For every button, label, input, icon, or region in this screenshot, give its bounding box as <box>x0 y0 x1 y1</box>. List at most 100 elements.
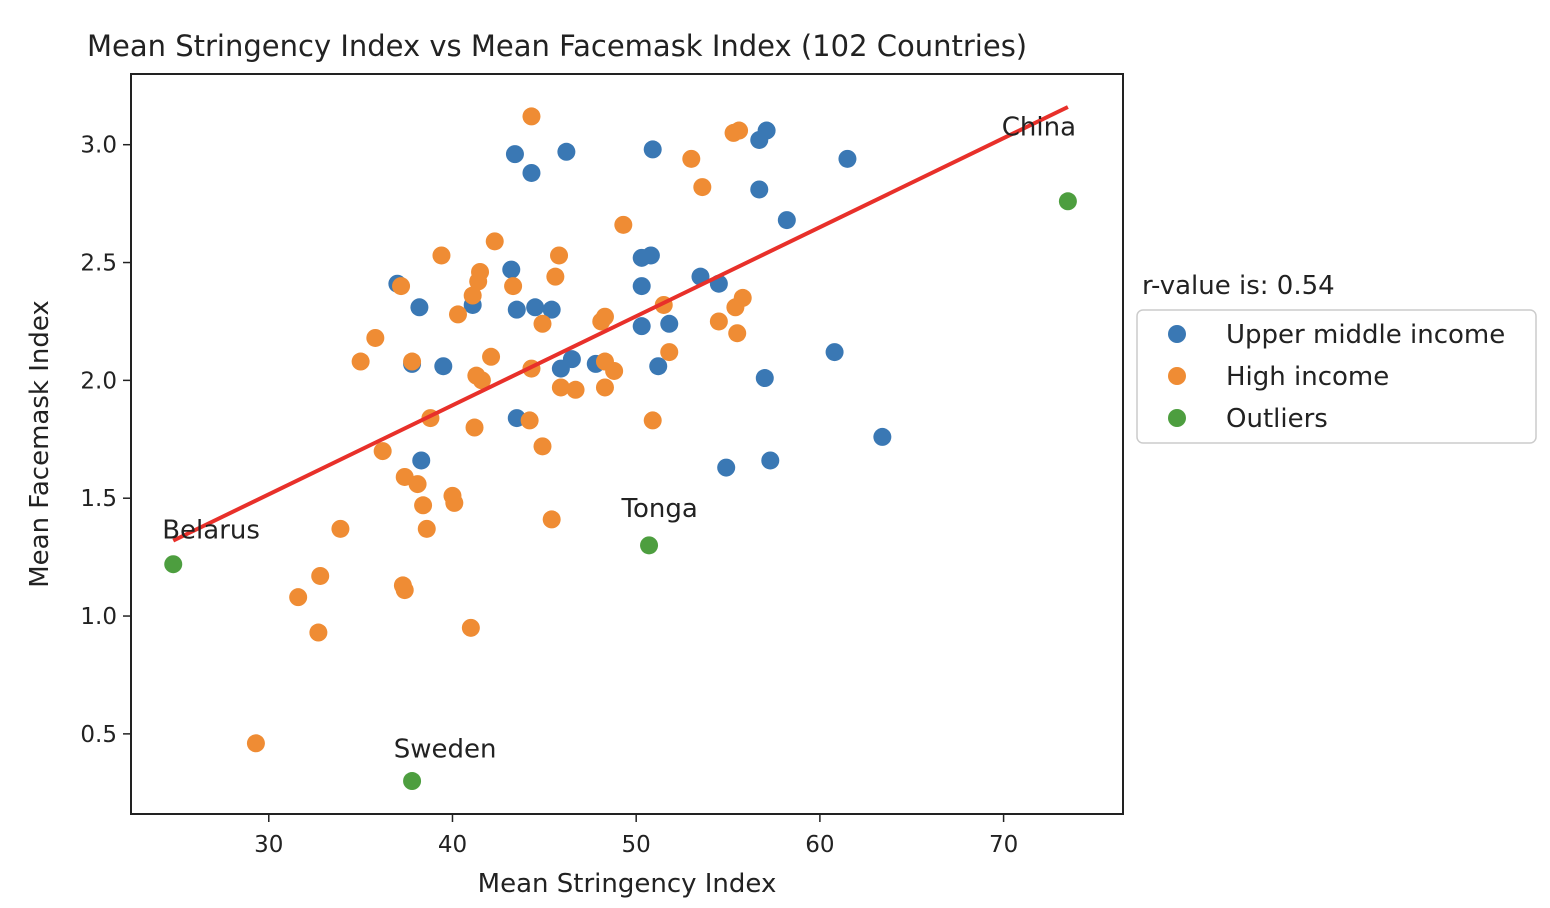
annotation-label: Sweden <box>394 734 497 764</box>
legend-entry: High income <box>1226 362 1389 392</box>
data-point <box>520 411 539 430</box>
data-point <box>550 246 569 265</box>
series-2 <box>164 192 1077 791</box>
data-point <box>614 215 633 234</box>
data-point <box>522 107 541 126</box>
data-point <box>469 272 488 291</box>
data-point <box>504 277 523 296</box>
y-tick-label: 2.0 <box>80 368 117 394</box>
data-point <box>465 418 484 437</box>
data-point <box>825 343 844 362</box>
data-point <box>750 180 769 199</box>
y-tick-label: 0.5 <box>80 722 117 748</box>
data-point <box>311 566 330 585</box>
series-0 <box>388 121 892 477</box>
data-point <box>649 357 668 376</box>
data-point <box>566 380 585 399</box>
data-point <box>693 178 712 197</box>
data-point <box>507 300 526 319</box>
data-point <box>546 267 565 286</box>
data-point <box>414 496 433 515</box>
data-points <box>164 107 1077 791</box>
series-1 <box>246 107 752 753</box>
y-tick-label: 1.0 <box>80 604 117 630</box>
data-point <box>505 145 524 164</box>
data-point <box>463 286 482 305</box>
legend-marker <box>1168 409 1186 427</box>
data-point <box>730 121 749 140</box>
annotation-label: China <box>1002 112 1076 142</box>
x-tick-label: 70 <box>989 832 1018 858</box>
annotation-label: Belarus <box>162 515 260 545</box>
data-point <box>410 298 429 317</box>
data-point <box>733 288 752 307</box>
data-point <box>660 343 679 362</box>
data-point <box>592 312 611 331</box>
data-point <box>395 581 414 600</box>
data-point <box>777 211 796 230</box>
plot-area <box>130 73 1124 815</box>
data-point <box>873 427 892 446</box>
data-point <box>164 555 183 574</box>
data-point <box>472 371 491 390</box>
data-point <box>502 260 521 279</box>
y-tick-label: 2.5 <box>80 251 117 277</box>
data-point <box>408 475 427 494</box>
x-axis-label: Mean Stringency Index <box>478 869 777 899</box>
data-point <box>351 352 370 371</box>
data-point <box>542 510 561 529</box>
data-point <box>542 300 561 319</box>
data-point <box>331 519 350 538</box>
legend-marker <box>1168 367 1186 385</box>
data-point <box>728 324 747 343</box>
data-point <box>461 618 480 637</box>
legend-box <box>1136 309 1537 444</box>
data-point <box>605 361 624 380</box>
data-point <box>392 277 411 296</box>
data-point <box>551 378 570 397</box>
data-point <box>482 347 501 366</box>
legend-entry: Outliers <box>1226 404 1328 434</box>
data-point <box>289 588 308 607</box>
data-point <box>640 536 659 555</box>
data-point <box>526 298 545 317</box>
data-point <box>632 277 651 296</box>
data-point <box>246 734 265 753</box>
data-point <box>557 142 576 161</box>
data-point <box>660 314 679 333</box>
data-point <box>595 378 614 397</box>
data-point <box>417 519 436 538</box>
data-point <box>373 442 392 461</box>
y-axis-label: Mean Facemask Index <box>25 300 55 588</box>
data-point <box>838 149 857 168</box>
data-point <box>755 369 774 388</box>
annotations: Belarus Sweden Tonga China <box>162 112 1076 764</box>
x-tick-label: 60 <box>805 832 834 858</box>
x-axis: 30 40 50 60 70 <box>254 814 1018 858</box>
regression-line <box>172 105 1069 543</box>
data-point <box>717 458 736 477</box>
legend-entry: Upper middle income <box>1226 320 1505 350</box>
data-point <box>757 121 776 140</box>
chart-title: Mean Stringency Index vs Mean Facemask I… <box>87 29 1027 63</box>
data-point <box>682 149 701 168</box>
data-point <box>643 411 662 430</box>
x-tick-label: 50 <box>622 832 651 858</box>
legend-marker <box>1168 325 1186 343</box>
regression-line-group <box>172 105 1069 543</box>
data-point <box>412 451 431 470</box>
data-point <box>1058 192 1077 211</box>
data-point <box>445 493 464 512</box>
data-point <box>403 352 422 371</box>
y-axis: 0.5 1.0 1.5 2.0 2.5 3.0 <box>80 133 131 748</box>
data-point <box>643 140 662 159</box>
data-point <box>551 359 570 378</box>
data-point <box>522 163 541 182</box>
x-tick-label: 40 <box>438 832 467 858</box>
data-point <box>485 232 504 251</box>
data-point <box>403 772 422 791</box>
data-point <box>761 451 780 470</box>
data-point <box>434 357 453 376</box>
data-point <box>448 305 467 324</box>
